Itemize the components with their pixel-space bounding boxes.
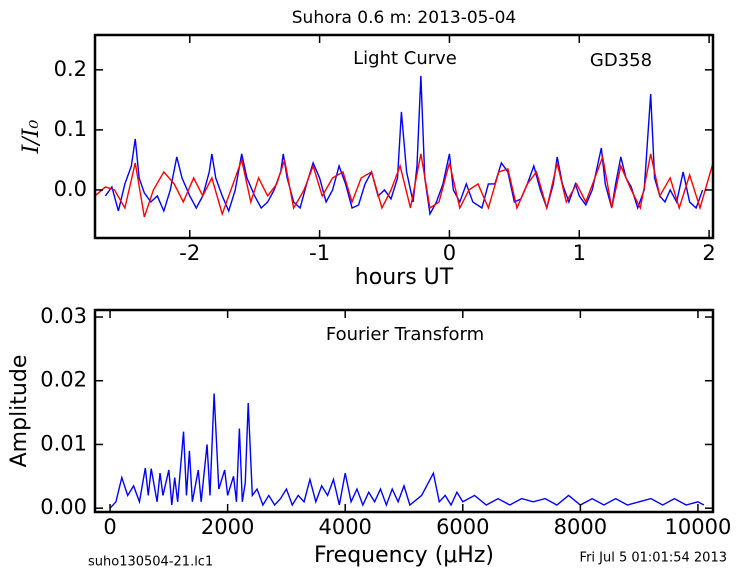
y-tick-label: 0.1 xyxy=(54,117,87,141)
axes-frame xyxy=(93,308,715,514)
x-tick-label: -2 xyxy=(179,241,200,265)
y-tick-label: 0.02 xyxy=(40,368,87,392)
x-tick-label: 0 xyxy=(443,241,456,265)
annotation: Fourier Transform xyxy=(326,324,484,345)
annotation: Fri Jul 5 01:01:54 2013 xyxy=(580,551,727,566)
axes-frame xyxy=(93,33,715,240)
annotation: Light Curve xyxy=(353,48,457,69)
x-tick-label: -1 xyxy=(309,241,330,265)
y-tick-label: 0.0 xyxy=(54,177,87,201)
data-line xyxy=(109,393,705,509)
x-axis-label: Frequency (μHz) xyxy=(314,543,494,568)
x-tick-label: 1 xyxy=(573,241,586,265)
x-tick-label: 0 xyxy=(103,515,116,539)
x-axis-label: hours UT xyxy=(355,265,454,290)
annotation: GD358 xyxy=(590,50,652,71)
x-tick-label: 4000 xyxy=(318,515,371,539)
y-tick-label: 0.01 xyxy=(40,431,87,455)
x-tick-label: 8000 xyxy=(554,515,607,539)
data-line xyxy=(95,153,713,218)
x-tick-label: 10000 xyxy=(665,515,732,539)
y-axis-label: Amplitude xyxy=(7,355,32,468)
y-tick-label: 0.2 xyxy=(54,57,87,81)
x-tick-label: 2 xyxy=(702,241,715,265)
y-axis-label: I/I₀ xyxy=(19,120,44,155)
x-tick-label: 6000 xyxy=(436,515,489,539)
chart-title: Suhora 0.6 m: 2013-05-04 xyxy=(292,8,516,28)
y-tick-label: 0.00 xyxy=(40,495,87,519)
data-line xyxy=(104,75,704,217)
y-tick-label: 0.03 xyxy=(40,304,87,328)
annotation: suho130504-21.lc1 xyxy=(88,555,213,570)
x-tick-label: 2000 xyxy=(201,515,254,539)
